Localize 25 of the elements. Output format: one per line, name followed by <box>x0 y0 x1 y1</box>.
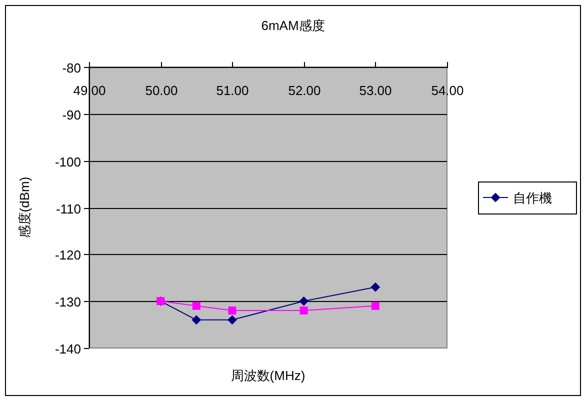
point <box>370 282 380 292</box>
x-tick-label: 53.00 <box>359 83 392 98</box>
x-axis-title: 周波数(MHz) <box>230 368 306 383</box>
point <box>192 302 200 310</box>
y-tick-label: -110 <box>56 202 81 216</box>
legend-label: 自作機 <box>513 190 552 206</box>
y-tick-label: -130 <box>54 294 81 310</box>
y-tick-label: -80 <box>62 60 81 76</box>
point <box>192 315 201 324</box>
y-tick-label: -90 <box>62 108 81 122</box>
x-tick-label: 52.00 <box>288 83 321 98</box>
point <box>300 306 308 315</box>
point <box>228 315 237 324</box>
y-tick-label: -120 <box>54 248 81 262</box>
x-tick-label: 54.00 <box>431 83 464 98</box>
point <box>371 302 380 310</box>
point <box>228 306 236 315</box>
y-axis-title: 感度(dBm) <box>17 176 32 238</box>
x-tick-label: 51.00 <box>216 83 249 98</box>
chart-title: 6mAM感度 <box>261 18 325 33</box>
legend: 自作機 <box>478 182 577 214</box>
x-tick-label: 50.00 <box>145 83 178 98</box>
point <box>299 296 308 306</box>
y-tick-label: -140 <box>54 342 81 356</box>
y-tick-label: -100 <box>54 154 81 170</box>
